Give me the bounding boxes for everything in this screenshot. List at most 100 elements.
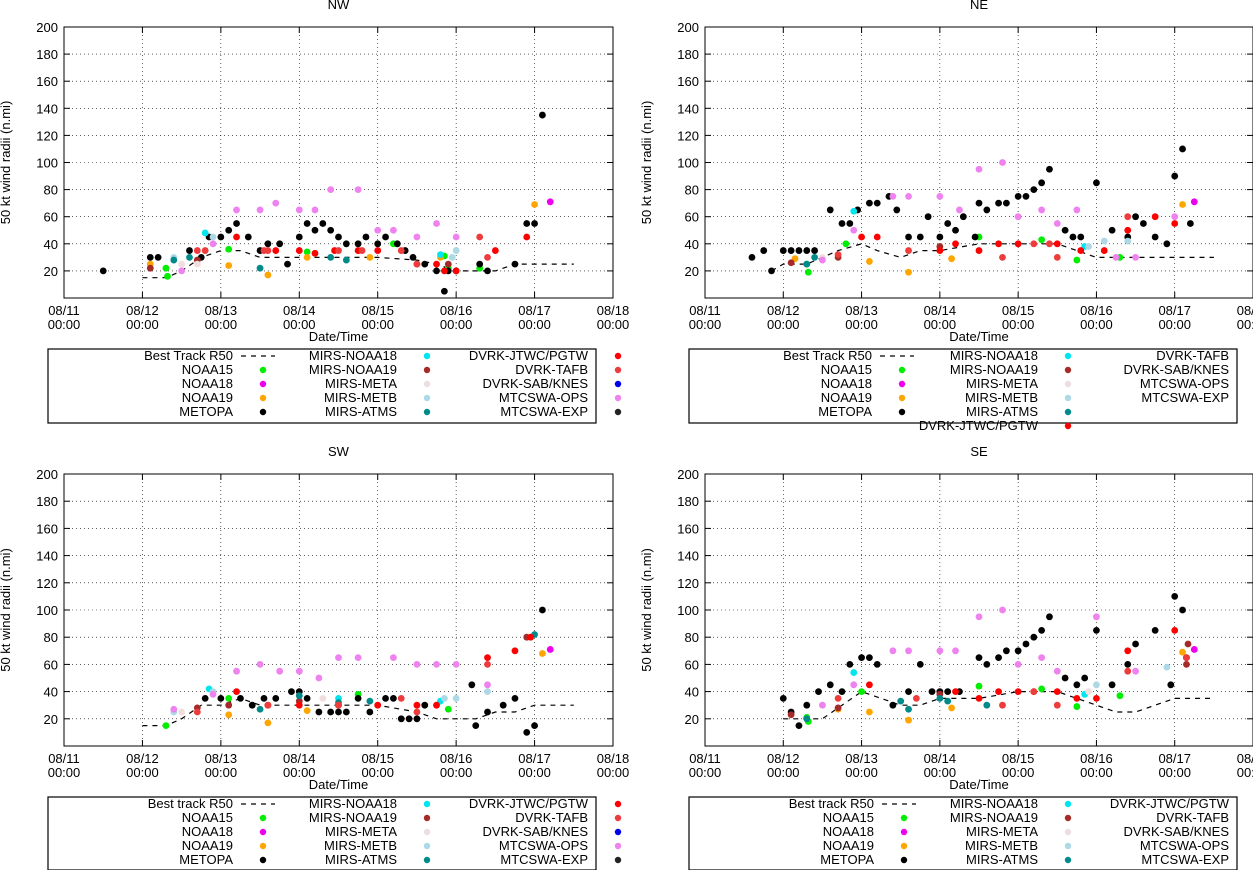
- data-point: [472, 722, 480, 729]
- x-tick-label-date: 08/13: [205, 751, 238, 766]
- data-point: [523, 233, 531, 241]
- data-point: [476, 233, 484, 241]
- data-point: [975, 654, 983, 661]
- data-point: [421, 701, 429, 709]
- y-tick-label: 120: [36, 576, 58, 591]
- y-tick-label: 40: [44, 237, 58, 252]
- legend-label: MIRS-NOAA19: [309, 362, 397, 377]
- y-tick-label: 60: [44, 657, 58, 672]
- data-point: [393, 240, 401, 248]
- legend-frame: [47, 796, 597, 870]
- data-point: [803, 260, 811, 268]
- series-mirs-atms: [803, 253, 818, 268]
- data-point: [1073, 206, 1081, 214]
- data-point: [209, 240, 217, 248]
- data-point: [815, 688, 822, 695]
- x-tick-label-date: 08/12: [767, 751, 800, 766]
- data-point: [897, 697, 905, 705]
- data-point: [539, 650, 546, 657]
- data-point: [1124, 226, 1132, 234]
- data-point: [546, 198, 554, 206]
- legend-label: METOPA: [818, 404, 872, 419]
- data-point: [284, 260, 291, 268]
- data-point: [889, 701, 897, 709]
- y-axis-label: 50 kt wind radii (n.mi): [639, 548, 654, 672]
- x-tick-label-date: 08/14: [283, 751, 316, 766]
- data-point: [342, 708, 350, 716]
- data-point: [1093, 627, 1100, 634]
- y-tick-label: 200: [36, 467, 58, 482]
- y-axis-label: 50 kt wind radii (n.mi): [0, 548, 13, 672]
- data-point: [1108, 226, 1116, 234]
- data-point: [936, 247, 944, 254]
- data-point: [484, 688, 491, 695]
- legend-label: DVRK-TAFB: [1156, 348, 1229, 363]
- data-point: [342, 240, 350, 248]
- data-point: [1190, 646, 1198, 653]
- x-tick-label-date: 08/16: [440, 303, 473, 318]
- data-point: [527, 633, 535, 641]
- y-axis-label: 50 kt wind radii (n.mi): [0, 101, 13, 225]
- data-point: [1116, 692, 1124, 700]
- x-tick-label-time: 00:00: [597, 317, 630, 332]
- legend-label: MIRS-ATMS: [325, 852, 397, 867]
- data-point: [1179, 201, 1186, 208]
- data-point: [256, 705, 264, 713]
- legend-marker: [259, 380, 267, 388]
- data-point: [303, 253, 311, 261]
- data-point: [335, 708, 342, 716]
- data-point: [484, 253, 491, 261]
- data-point: [944, 688, 952, 695]
- data-point: [303, 695, 311, 702]
- data-point: [539, 111, 546, 119]
- legend-label: MTCSWA-OPS: [1140, 376, 1229, 391]
- data-point: [260, 695, 268, 702]
- data-point: [983, 701, 991, 709]
- data-point: [838, 220, 846, 227]
- data-point: [523, 220, 531, 227]
- data-point: [342, 256, 350, 264]
- data-point: [193, 260, 201, 268]
- legend-label: MTCSWA-OPS: [1140, 838, 1229, 853]
- data-point: [1014, 688, 1022, 695]
- x-tick-label-date: 08/17: [518, 751, 551, 766]
- data-point: [303, 248, 311, 256]
- legend-marker: [259, 842, 267, 850]
- data-point: [983, 661, 991, 668]
- data-point: [748, 253, 756, 261]
- y-tick-label: 80: [44, 630, 58, 645]
- x-tick-label-time: 00:00: [361, 317, 394, 332]
- data-point: [233, 688, 240, 695]
- data-point: [866, 681, 873, 689]
- data-point: [916, 233, 924, 241]
- x-tick-label-time: 00:00: [689, 317, 722, 332]
- legend-label: MIRS-NOAA19: [950, 810, 1038, 825]
- data-point: [484, 654, 491, 661]
- x-tick-label-date: 08/14: [283, 303, 316, 318]
- legend-marker: [614, 842, 622, 850]
- series-dvrk-tafb: [834, 654, 1190, 709]
- data-point: [164, 272, 171, 280]
- data-point: [433, 220, 440, 227]
- data-point: [846, 220, 854, 227]
- data-point: [311, 206, 319, 214]
- x-tick-label-date: 08/18: [1237, 751, 1253, 766]
- data-point: [866, 708, 873, 716]
- data-point: [244, 233, 252, 241]
- data-point: [499, 701, 507, 709]
- data-point: [1053, 253, 1061, 261]
- data-point: [1038, 627, 1046, 634]
- data-point: [1030, 240, 1038, 248]
- legend-label: MIRS-META: [966, 824, 1038, 839]
- data-point: [905, 647, 912, 655]
- data-point: [311, 249, 319, 257]
- y-tick-label: 140: [677, 549, 699, 564]
- legend-marker: [1064, 366, 1072, 374]
- series-mirs-noaa19: [787, 640, 1192, 719]
- data-point: [531, 220, 538, 227]
- data-point: [912, 695, 920, 702]
- x-tick-label-time: 00:00: [1080, 317, 1113, 332]
- x-tick-label-date: 08/12: [126, 303, 159, 318]
- data-point: [217, 233, 225, 241]
